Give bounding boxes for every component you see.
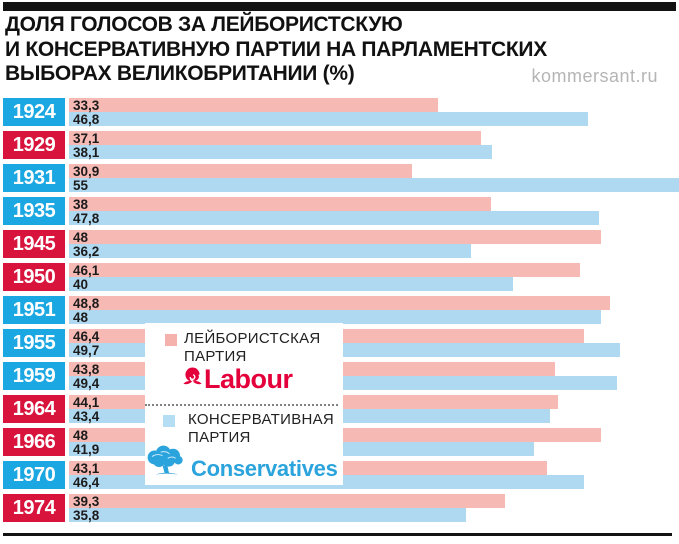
- year-badge: 1929: [3, 131, 65, 159]
- conservative-value-label: 49,4: [73, 375, 100, 391]
- title-line-3: ВЫБОРАХ ВЕЛИКОБРИТАНИИ (%): [5, 62, 355, 85]
- conservative-bar: [69, 277, 513, 291]
- page-title: ДОЛЯ ГОЛОСОВ ЗА ЛЕЙБОРИСТСКУЮ И КОНСЕРВА…: [5, 13, 547, 87]
- conservatives-logo: Conservatives: [145, 445, 338, 481]
- labour-value-label: 30,9: [73, 163, 100, 179]
- labour-value-label: 43,1: [73, 460, 100, 476]
- title-line-2: И КОНСЕРВАТИВНУЮ ПАРТИИ НА ПАРЛАМЕНТСКИХ: [5, 37, 547, 61]
- labour-value-label: 43,8: [73, 361, 100, 377]
- year-badge: 1931: [3, 164, 65, 192]
- chart-row: 1924 33,3 46,8: [0, 98, 679, 126]
- labour-logo: Labour: [181, 365, 293, 393]
- year-badge: 1950: [3, 263, 65, 291]
- labour-value-label: 48: [73, 427, 89, 443]
- tree-icon: [145, 445, 187, 481]
- title-line-1: ДОЛЯ ГОЛОСОВ ЗА ЛЕЙБОРИСТСКУЮ: [5, 13, 403, 36]
- year-badge: 1924: [3, 98, 65, 126]
- conservative-value-label: 36,2: [73, 243, 100, 259]
- year-badge: 1935: [3, 197, 65, 225]
- conservative-value-label: 41,9: [73, 441, 100, 457]
- top-accent-bar: [3, 2, 676, 11]
- labour-value-label: 46,4: [73, 328, 100, 344]
- labour-logo-text: Labour: [204, 363, 293, 394]
- rose-icon: [181, 365, 204, 393]
- conservative-value-label: 47,8: [73, 210, 100, 226]
- chart-row: 1931 30,9 55: [0, 164, 679, 192]
- conservative-value-label: 46,8: [73, 111, 100, 127]
- year-badge: 1974: [3, 494, 65, 522]
- labour-legend-line1: ЛЕЙБОРИСТСКАЯ: [184, 330, 321, 347]
- conservative-bar: [69, 145, 492, 159]
- conservative-value-label: 46,4: [73, 474, 100, 490]
- labour-bar: [69, 230, 602, 244]
- conservative-bar: [69, 310, 602, 324]
- year-badge: 1945: [3, 230, 65, 258]
- chart-row: 1929 37,1 38,1: [0, 131, 679, 159]
- chart-row: 1935 38 47,8: [0, 197, 679, 225]
- legend-divider: [145, 404, 338, 406]
- year-badge: 1959: [3, 362, 65, 390]
- conservative-legend-label: КОНСЕРВАТИВНАЯ ПАРТИЯ: [188, 411, 334, 447]
- labour-legend-line2: ПАРТИЯ: [184, 348, 247, 365]
- conservative-swatch: [163, 415, 175, 427]
- conservative-value-label: 38,1: [73, 144, 100, 160]
- conservative-legend-line1: КОНСЕРВАТИВНАЯ: [188, 411, 335, 428]
- chart-row: 1950 46,1 40: [0, 263, 679, 291]
- watermark-kommersant: kommersant.ru: [531, 66, 658, 86]
- year-badge: 1955: [3, 329, 65, 357]
- labour-swatch: [165, 334, 177, 346]
- conservative-value-label: 48: [73, 309, 89, 325]
- labour-value-label: 38: [73, 196, 89, 212]
- labour-value-label: 33,3: [73, 97, 100, 113]
- chart-row: 1945 48 36,2: [0, 230, 679, 258]
- labour-legend-label: ЛЕЙБОРИСТСКАЯ ПАРТИЯ: [184, 330, 321, 366]
- labour-bar: [69, 296, 611, 310]
- chart-row: 1974 39,3 35,8: [0, 494, 679, 522]
- conservative-value-label: 43,4: [73, 408, 100, 424]
- chart-row: 1951 48,8 48: [0, 296, 679, 324]
- conservative-value-label: 40: [73, 276, 89, 292]
- conservative-value-label: 49,7: [73, 342, 100, 358]
- year-badge: 1966: [3, 428, 65, 456]
- year-badge: 1970: [3, 461, 65, 489]
- conservatives-logo-text: Conservatives: [191, 456, 338, 481]
- labour-bar: [69, 263, 581, 277]
- conservative-value-label: 55: [73, 177, 89, 193]
- legend: ЛЕЙБОРИСТСКАЯ ПАРТИЯ Labour КОНСЕРВАТИВН…: [145, 323, 343, 485]
- labour-bar: [69, 197, 491, 211]
- conservative-legend-line2: ПАРТИЯ: [188, 429, 251, 446]
- labour-value-label: 46,1: [73, 262, 100, 278]
- labour-bar: [69, 98, 439, 112]
- labour-value-label: 44,1: [73, 394, 100, 410]
- conservative-bar: [69, 112, 589, 126]
- conservative-bar: [69, 211, 600, 225]
- labour-value-label: 48: [73, 229, 89, 245]
- conservative-bar: [69, 244, 471, 258]
- labour-bar: [69, 164, 412, 178]
- conservative-value-label: 35,8: [73, 507, 100, 523]
- labour-value-label: 48,8: [73, 295, 100, 311]
- year-badge: 1951: [3, 296, 65, 324]
- labour-bar: [69, 494, 505, 508]
- labour-value-label: 39,3: [73, 493, 100, 509]
- bottom-rule: [3, 533, 672, 536]
- conservative-bar: [69, 508, 467, 522]
- labour-bar: [69, 131, 481, 145]
- conservative-bar: [69, 178, 679, 192]
- year-badge: 1964: [3, 395, 65, 423]
- labour-value-label: 37,1: [73, 130, 100, 146]
